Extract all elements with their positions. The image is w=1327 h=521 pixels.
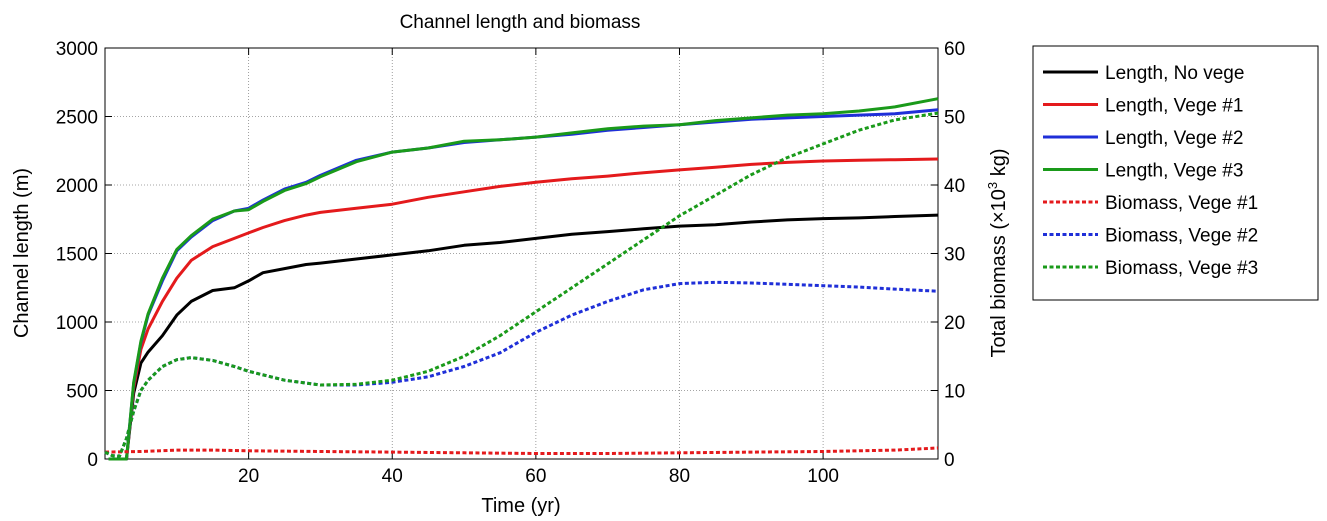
left-y-tick-label: 0 (87, 450, 98, 471)
legend-label: Biomass, Vege #1 (1105, 193, 1258, 214)
right-y-tick-label: 50 (944, 108, 965, 129)
right-y-tick-label: 10 (944, 382, 965, 403)
series-line-1 (108, 213, 939, 461)
series-line-6 (104, 280, 939, 458)
legend-label: Biomass, Vege #2 (1105, 226, 1258, 247)
x-tick-label: 20 (238, 466, 259, 487)
series-line-4 (108, 97, 939, 461)
x-axis-label: Time (yr) (481, 495, 560, 517)
legend-box (1032, 45, 1319, 301)
left-y-tick-label: 1500 (56, 245, 98, 266)
legend-label: Biomass, Vege #3 (1105, 258, 1258, 279)
legend: Length, No vege Length, Vege #1 Length, Ve… (1032, 45, 1319, 301)
x-tick-label: 60 (525, 466, 546, 487)
x-tick-label: 40 (382, 466, 403, 487)
series-line-7 (104, 111, 939, 458)
right-y-axis: 0 10 20 30 40 50 60 (931, 39, 965, 471)
left-y-tick-label: 500 (66, 382, 98, 403)
right-y-axis-label: Total biomass (×103 kg) (985, 149, 1010, 358)
left-y-tick-label: 2000 (56, 176, 98, 197)
legend-label: Length, No vege (1105, 63, 1244, 84)
grid-lines (105, 48, 938, 459)
right-y-axis-label-prefix: Total biomass (×10 (988, 189, 1010, 357)
legend-label: Length, Vege #1 (1105, 96, 1243, 117)
right-y-axis-label-exponent: 3 (985, 182, 1000, 189)
right-y-tick-label: 0 (944, 450, 955, 471)
x-axis: 20 40 60 80 100 (238, 48, 839, 487)
left-y-tick-label: 3000 (56, 39, 98, 60)
legend-label: Length, Vege #3 (1105, 161, 1243, 182)
right-y-tick-label: 60 (944, 39, 965, 60)
series-line-2 (108, 157, 939, 461)
legend-label: Length, Vege #2 (1105, 128, 1243, 149)
left-y-tick-label: 2500 (56, 108, 98, 129)
right-y-tick-label: 20 (944, 313, 965, 334)
left-y-tick-label: 1000 (56, 313, 98, 334)
chart-title: Channel length and biomass (400, 12, 641, 33)
x-tick-label: 80 (669, 466, 690, 487)
right-y-tick-label: 30 (944, 245, 965, 266)
left-y-axis-label: Channel length (m) (11, 168, 33, 338)
x-tick-label: 100 (807, 466, 839, 487)
left-y-axis: 0 500 1000 1500 2000 2500 3000 (56, 39, 112, 471)
right-y-axis-label-suffix: kg) (988, 149, 1010, 182)
right-y-tick-label: 40 (944, 176, 965, 197)
series-line-5 (104, 446, 939, 455)
series-layer (104, 97, 939, 461)
